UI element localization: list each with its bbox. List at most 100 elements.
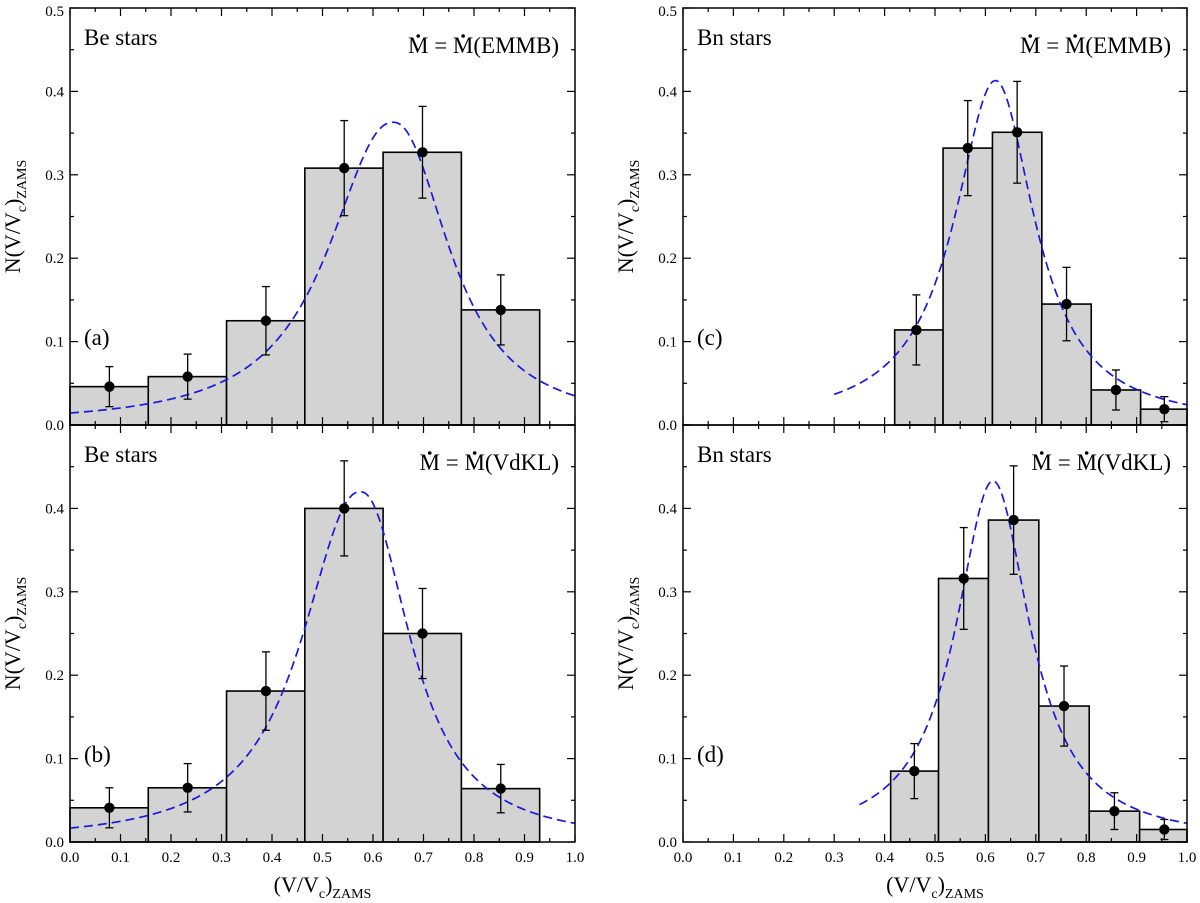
data-point [104, 381, 115, 392]
mdot-dot [1084, 451, 1089, 455]
y-axis-title-main: N(V/V [0, 629, 25, 690]
x-axis-title-sub: c [319, 887, 325, 902]
mdot-model: (EMMB) [473, 33, 559, 58]
mdot-dot [1028, 34, 1033, 38]
x-axis-title-main: (V/V [274, 872, 319, 897]
y-axis-title-close: ) [613, 199, 638, 206]
y-axis-title-sub: ZAMS [15, 160, 30, 199]
mdot-label: M = M(VdKL) [1032, 450, 1171, 475]
data-point [182, 782, 193, 793]
y-axis-title-main: N(V/V [613, 212, 638, 273]
panel-b: 0.0 0.1 0.2 0.3 0.4 0.0 0.1 0.2 0.3 0.4 0.5 0.6 0.7 0… [0, 424, 585, 902]
x-axis-title: (V/Vc)ZAMS [886, 872, 984, 902]
mdot-dot [461, 34, 465, 38]
histogram-bar [304, 507, 384, 843]
data-point [104, 802, 115, 814]
mdot-dot [416, 34, 421, 38]
y-tick-label: 0.3 [45, 585, 64, 601]
data-point [417, 147, 428, 158]
y-axis-title-sub: c [15, 206, 30, 212]
data-point [1110, 384, 1122, 396]
y-axis-title: N(V/Vc)ZAMS [0, 160, 30, 274]
panel-label: (a) [84, 325, 110, 350]
y-axis-title: N(V/Vc)ZAMS [613, 160, 643, 274]
sample-label: Be stars [84, 442, 158, 467]
x-tick-label: 0.7 [1026, 850, 1045, 866]
y-tick-label: 0.2 [658, 668, 677, 684]
panel-label: (b) [84, 742, 111, 767]
data-point [339, 162, 350, 174]
mdot-symbol: M [1032, 450, 1052, 475]
sample-label: Be stars [84, 25, 158, 50]
y-tick-label: 0.0 [45, 835, 64, 851]
data-point [417, 628, 428, 639]
x-tick-label: 0.8 [465, 850, 484, 866]
y-tick-label: 0.0 [658, 835, 677, 851]
data-point [1109, 805, 1120, 817]
mdot-equals: = [428, 33, 452, 58]
mdot-model: (VdKL) [1097, 450, 1171, 475]
data-point [958, 573, 969, 584]
mdot-symbol: M [420, 450, 440, 475]
panel-c: 0.0 0.1 0.2 0.3 0.4 0.5 N(V/Vc)ZAMS Bn stars M =… [613, 4, 1188, 434]
y-axis-title-close: ) [0, 616, 25, 623]
y-tick-label: 0.0 [658, 418, 677, 434]
mdot-equals: = [1052, 450, 1076, 475]
x-tick-label: 0.8 [1077, 850, 1096, 866]
x-axis-title-main: (V/V [886, 872, 931, 897]
mdot-label: M = M(EMMB) [408, 33, 559, 58]
data-point [260, 315, 272, 326]
data-point [260, 685, 272, 697]
y-tick-label: 0.4 [658, 501, 677, 517]
y-axis-title-close: ) [613, 616, 638, 623]
x-tick-label: 0.2 [162, 850, 181, 866]
y-tick-label: 0.5 [658, 4, 677, 20]
mdot-dot [472, 451, 477, 455]
y-tick-label: 0.3 [658, 168, 677, 184]
panel-label: (c) [697, 325, 723, 350]
mdot-symbol: M [464, 450, 484, 475]
y-tick-label: 0.2 [45, 668, 64, 684]
data-point [1011, 127, 1023, 138]
y-tick-label: 0.1 [658, 335, 677, 351]
x-tick-label: 0.3 [825, 850, 844, 866]
data-point [182, 371, 193, 382]
y-tick-label: 0.1 [45, 335, 64, 351]
y-axis-title-main: N(V/V [0, 212, 25, 273]
x-tick-label: 0.2 [774, 850, 793, 866]
y-tick-label: 0.2 [45, 251, 64, 267]
x-tick-label: 0.0 [674, 850, 693, 866]
x-tick-label: 0.5 [313, 850, 332, 866]
x-tick-label: 0.4 [875, 850, 894, 866]
x-tick-label: 0.4 [263, 850, 282, 866]
y-axis-title-sub: c [15, 623, 30, 629]
x-axis-title-close: ) [938, 872, 945, 897]
x-axis-title-sub: c [931, 887, 937, 902]
data-point [1008, 514, 1019, 526]
x-axis-title-close: ) [325, 872, 332, 897]
y-axis-title-close: ) [0, 199, 25, 206]
mdot-symbol: M [1076, 450, 1096, 475]
x-axis-title-sub: ZAMS [332, 887, 371, 902]
panel-a: 0.0 0.1 0.2 0.3 0.4 0.5 N(V/Vc)ZAMS Be stars M =… [0, 4, 576, 434]
y-tick-label: 0.4 [658, 84, 677, 100]
y-tick-label: 0.1 [45, 752, 64, 768]
mdot-symbol: M [1020, 33, 1040, 58]
mdot-symbol: M [1065, 33, 1085, 58]
data-point [339, 503, 350, 514]
x-tick-label: 0.3 [212, 850, 231, 866]
data-point [909, 765, 920, 777]
mdot-symbol: M [453, 33, 473, 58]
x-tick-label: 1.0 [566, 850, 585, 866]
x-tick-label: 0.5 [926, 850, 945, 866]
mdot-label: M = M(EMMB) [1020, 33, 1171, 58]
panel-d: 0.0 0.1 0.2 0.3 0.4 0.0 0.1 0.2 0.3 0.4 0.5 0.6 0.7 0… [613, 424, 1196, 902]
y-axis-title-sub: ZAMS [628, 577, 643, 616]
mdot-equals: = [440, 450, 464, 475]
y-tick-label: 0.3 [45, 168, 64, 184]
y-axis-title: N(V/Vc)ZAMS [0, 577, 30, 691]
data-point [495, 783, 506, 794]
y-axis-title-main: N(V/V [613, 629, 638, 690]
panel-label: (d) [697, 742, 724, 767]
